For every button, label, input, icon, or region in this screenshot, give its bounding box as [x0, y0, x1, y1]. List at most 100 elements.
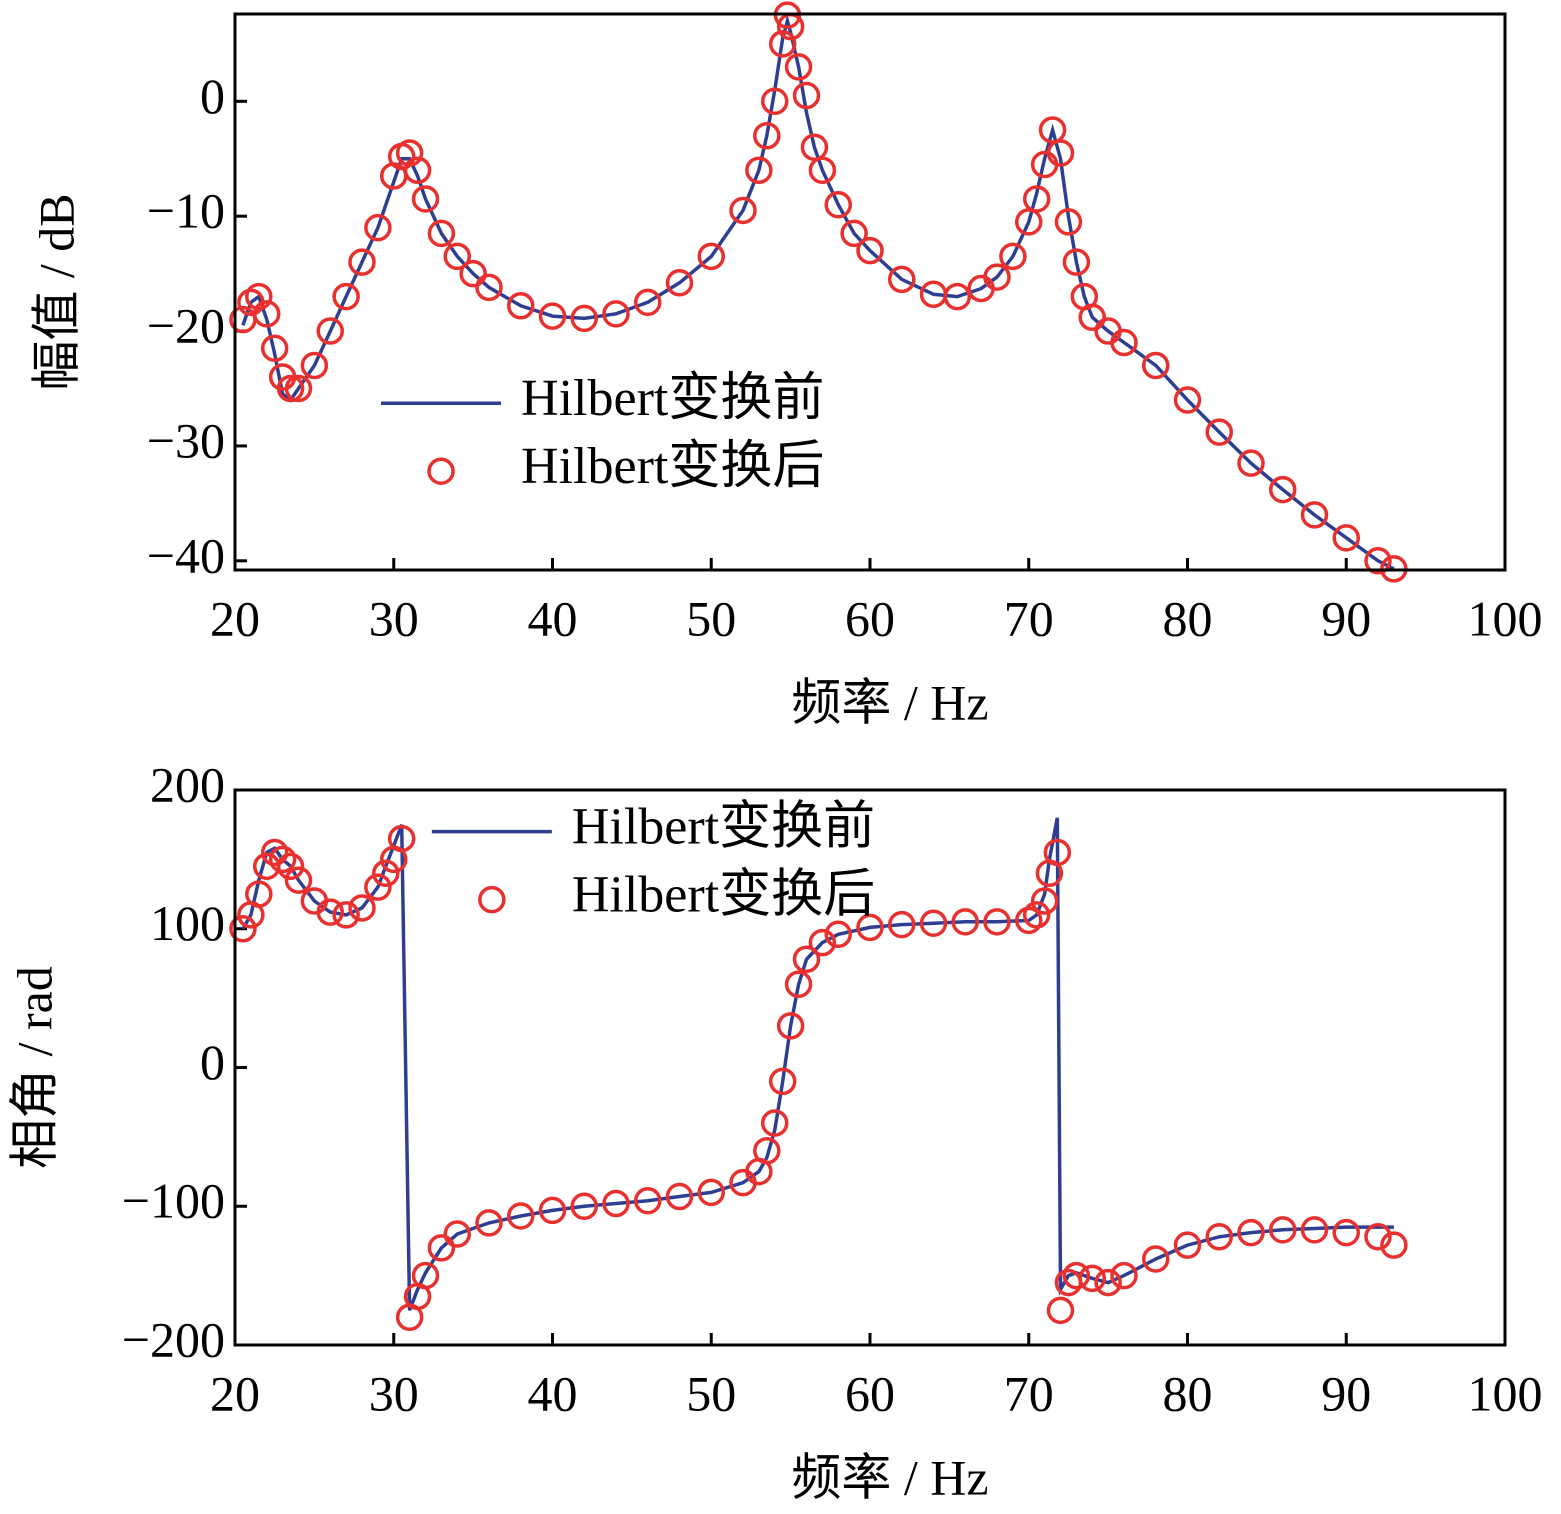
series-marker	[1015, 906, 1043, 935]
series-marker	[808, 156, 837, 184]
series-marker	[792, 945, 821, 974]
series-marker	[253, 300, 281, 328]
series-marker	[284, 866, 313, 894]
series-marker	[602, 1189, 630, 1218]
series-marker	[245, 880, 273, 908]
series-marker	[245, 282, 273, 311]
y-tick-label: −40	[147, 527, 225, 583]
series-marker	[888, 265, 916, 294]
series-marker	[1237, 1218, 1265, 1247]
series-marker	[387, 824, 416, 853]
series-marker	[1030, 887, 1059, 915]
legend-marker	[478, 885, 506, 914]
series-marker	[1046, 1296, 1075, 1325]
series-marker	[1110, 328, 1138, 357]
series-marker	[395, 139, 424, 167]
x-tick-label: 80	[1163, 590, 1213, 646]
series-marker	[665, 1182, 694, 1211]
series-marker	[753, 1137, 781, 1165]
series-marker	[260, 334, 289, 363]
series-marker	[1205, 1223, 1233, 1251]
series-marker	[316, 898, 344, 926]
series-marker	[919, 909, 948, 937]
x-tick-label: 70	[1004, 1365, 1054, 1421]
series-marker	[364, 213, 392, 242]
series-marker	[761, 87, 789, 116]
series-marker	[475, 273, 503, 302]
series-marker	[1380, 1231, 1408, 1259]
y-tick-label: −100	[122, 1173, 225, 1229]
x-tick-label: 30	[369, 590, 419, 646]
series-marker	[1062, 1261, 1091, 1290]
series-marker	[856, 236, 884, 265]
series-marker	[1269, 1216, 1297, 1244]
series-marker	[443, 1220, 471, 1248]
series-marker	[1269, 475, 1297, 504]
series-marker	[332, 901, 360, 929]
series-marker	[784, 970, 813, 998]
series-marker	[229, 915, 257, 943]
x-tick-label: 20	[210, 1365, 260, 1421]
legend-label: Hilbert变换前	[572, 799, 875, 856]
series-marker	[729, 196, 757, 225]
series-marker	[761, 1109, 789, 1137]
series-marker	[276, 374, 305, 403]
series-marker	[411, 1261, 440, 1290]
series-marker	[570, 304, 598, 333]
x-tick-label: 20	[210, 590, 260, 646]
x-tick-label: 90	[1321, 1365, 1371, 1421]
series-marker	[475, 1209, 503, 1237]
series-marker	[951, 908, 979, 936]
y-tick-label: −20	[147, 298, 225, 354]
series-marker	[634, 288, 662, 317]
plot-frame	[233, 788, 1507, 1347]
y-tick-label: −10	[147, 183, 225, 239]
series-marker	[538, 302, 567, 330]
x-tick-label: 80	[1163, 1365, 1213, 1421]
series-marker	[808, 928, 837, 957]
series-marker	[1332, 1218, 1360, 1247]
series-marker	[364, 873, 392, 901]
series-marker	[1237, 449, 1265, 477]
series-marker	[348, 894, 376, 922]
series-marker	[697, 1178, 725, 1207]
series-marker	[697, 242, 725, 271]
x-tick-label: 60	[845, 590, 895, 646]
y-tick-label: −200	[122, 1311, 225, 1367]
series-marker	[1142, 1245, 1170, 1273]
x-tick-label: 50	[686, 1365, 736, 1421]
series-line	[241, 817, 1394, 1311]
x-tick-label: 100	[1468, 590, 1543, 646]
series-marker	[824, 920, 852, 949]
series-marker	[276, 852, 305, 881]
series-marker	[507, 1202, 535, 1230]
series-marker	[459, 259, 487, 288]
series-marker	[284, 374, 313, 403]
series-marker	[1300, 501, 1329, 529]
x-tick-label: 50	[686, 590, 736, 646]
y-tick-label: −30	[147, 412, 225, 468]
series-marker	[1022, 185, 1051, 213]
y-tick-label: 0	[200, 1034, 225, 1090]
y-tick-label: 0	[200, 68, 225, 124]
x-tick-label: 40	[528, 590, 578, 646]
series-marker	[372, 859, 400, 887]
series-marker	[753, 122, 781, 150]
series-marker	[888, 910, 916, 939]
series-marker	[1043, 838, 1072, 867]
series-marker	[943, 282, 972, 311]
series-marker	[856, 913, 884, 942]
series-marker	[427, 219, 456, 248]
series-marker	[427, 1234, 456, 1262]
series-marker	[403, 156, 432, 184]
series-marker	[602, 300, 630, 328]
series-marker	[507, 292, 535, 320]
x-tick-label: 100	[1468, 1365, 1543, 1421]
legend-label: Hilbert变换后	[521, 438, 824, 495]
series-marker	[983, 908, 1011, 936]
x-tick-label: 70	[1004, 590, 1054, 646]
y-tick-label: 100	[150, 895, 225, 951]
series-marker	[538, 1196, 567, 1225]
series-marker	[1364, 1223, 1392, 1251]
